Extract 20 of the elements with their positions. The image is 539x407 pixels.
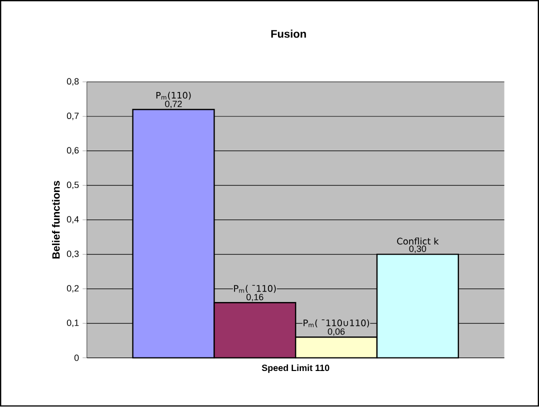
data-label: 0,72: [165, 100, 182, 108]
y-axis-title: Belief functions: [52, 181, 60, 259]
y-tick-label: 0,2: [66, 285, 79, 293]
series-label: Conflict k: [397, 238, 439, 245]
data-label: 0,06: [328, 328, 345, 336]
y-tick-label: 0,1: [66, 320, 79, 328]
y-tick-label: 0: [74, 354, 79, 362]
data-label: 0,30: [409, 246, 426, 254]
chart-title: Fusion: [271, 30, 306, 38]
data-label: 0,16: [246, 294, 264, 302]
series-label: P$_{m}$( ¯110): [234, 285, 276, 294]
x-axis-title: Speed Limit 110: [262, 364, 330, 374]
y-tick-label: 0,8: [66, 78, 79, 86]
y-tick-label: 0,6: [66, 147, 79, 155]
y-tick-label: 0,4: [66, 216, 79, 224]
y-tick-label: 0,5: [66, 182, 79, 190]
series-label: P$_{m}$(110): [156, 92, 191, 100]
y-tick-label: 0,3: [66, 250, 79, 258]
y-tick-label: 0,7: [66, 112, 79, 120]
series-label: P$_{m}$( ¯110∪110): [304, 320, 370, 328]
